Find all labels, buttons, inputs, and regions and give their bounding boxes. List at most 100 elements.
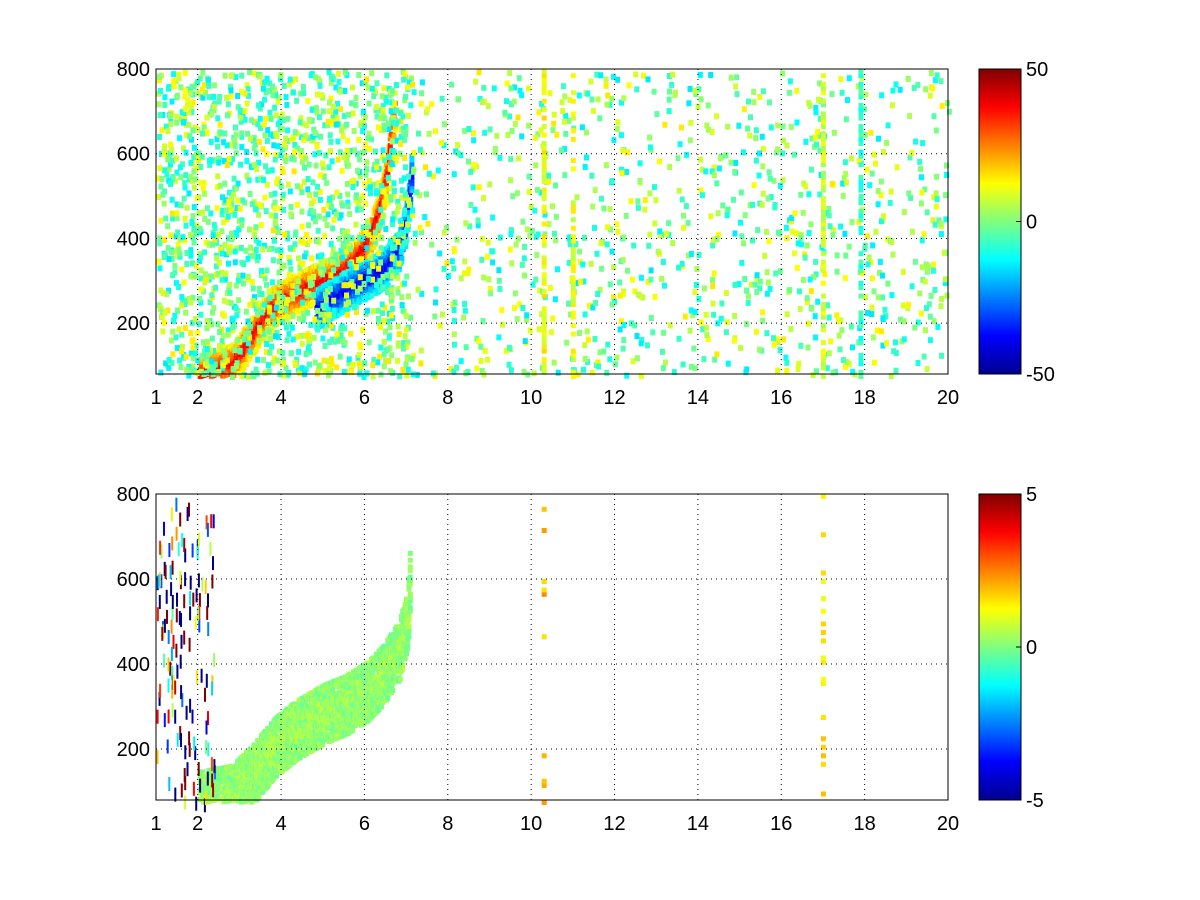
heatmap-cell bbox=[760, 88, 766, 95]
y-tick-label: 800 bbox=[117, 59, 150, 81]
heatmap-cell bbox=[195, 357, 201, 364]
heatmap-cell bbox=[361, 374, 367, 380]
heatmap-cell bbox=[168, 180, 174, 187]
heatmap-cell bbox=[631, 242, 637, 249]
heatmap-cell bbox=[315, 304, 321, 310]
heatmap-cell bbox=[350, 361, 356, 368]
heatmap-cell bbox=[461, 270, 467, 277]
heatmap-cell bbox=[365, 218, 370, 225]
heatmap-cell bbox=[237, 348, 243, 355]
heatmap-cell bbox=[855, 83, 861, 90]
heatmap-cell bbox=[282, 141, 287, 148]
heatmap-cell bbox=[780, 137, 786, 144]
heatmap-cell bbox=[745, 125, 751, 132]
heatmap-cell bbox=[757, 285, 763, 292]
heatmap-cell bbox=[233, 124, 239, 131]
heatmap-cell bbox=[939, 103, 945, 109]
heatmap-cell bbox=[166, 165, 172, 172]
heatmap-cell bbox=[820, 263, 826, 269]
heatmap-cell bbox=[292, 241, 298, 248]
heatmap-cell bbox=[373, 229, 378, 236]
heatmap-cell bbox=[815, 298, 821, 305]
heatmap-cell bbox=[255, 300, 261, 307]
heatmap-cell bbox=[781, 336, 786, 343]
heatmap-cell bbox=[570, 115, 576, 121]
heatmap-cell bbox=[337, 235, 342, 242]
heatmap-cell bbox=[226, 286, 232, 293]
heatmap-cell bbox=[401, 340, 407, 346]
heatmap-cell bbox=[173, 334, 179, 341]
heatmap-cell bbox=[486, 276, 492, 283]
heatmap-cell bbox=[399, 229, 405, 236]
heatmap-cell bbox=[657, 158, 662, 165]
heatmap-cell bbox=[633, 71, 639, 78]
heatmap-cell bbox=[638, 373, 644, 380]
heatmap-cell bbox=[334, 115, 340, 122]
heatmap-cell bbox=[189, 260, 195, 267]
heatmap-cell bbox=[888, 188, 894, 195]
heatmap-cell bbox=[339, 167, 345, 174]
heatmap-cell bbox=[325, 122, 331, 129]
heatmap-cell bbox=[938, 220, 944, 227]
heatmap-cell bbox=[626, 82, 632, 89]
heatmap-cell bbox=[680, 361, 686, 368]
heatmap-cell bbox=[362, 360, 368, 367]
heatmap-cell bbox=[560, 108, 566, 114]
heatmap-cell bbox=[391, 119, 397, 126]
heatmap-cell bbox=[652, 293, 658, 300]
heatmap-cell bbox=[821, 101, 826, 108]
heatmap-cell bbox=[452, 317, 457, 324]
heatmap-cell bbox=[235, 104, 241, 111]
heatmap-cell bbox=[200, 209, 206, 216]
heatmap-cell bbox=[310, 133, 316, 140]
heatmap-cell bbox=[933, 190, 939, 197]
heatmap-cell bbox=[504, 98, 509, 105]
heatmap-cell bbox=[634, 355, 640, 362]
heatmap-cell bbox=[804, 299, 810, 305]
heatmap-cell bbox=[570, 302, 576, 307]
heatmap-cell bbox=[767, 99, 772, 106]
heatmap-cell bbox=[375, 124, 381, 131]
heatmap-cell bbox=[294, 145, 300, 152]
heatmap-cell bbox=[200, 94, 206, 101]
heatmap-cell bbox=[329, 336, 335, 343]
heatmap-cell bbox=[182, 301, 188, 308]
heatmap-cell bbox=[555, 369, 561, 376]
heatmap-cell bbox=[304, 232, 310, 239]
heatmap-cell bbox=[873, 228, 879, 235]
heatmap-cell bbox=[439, 139, 444, 146]
heatmap-cell bbox=[258, 222, 264, 228]
heatmap-cell bbox=[329, 204, 334, 211]
heatmap-cell bbox=[299, 340, 305, 347]
heatmap-cell bbox=[406, 210, 412, 216]
heatmap-cell bbox=[306, 117, 312, 123]
heatmap-cell bbox=[698, 319, 704, 326]
heatmap-cell bbox=[393, 120, 399, 127]
heatmap-cell bbox=[831, 227, 836, 234]
heatmap-cell bbox=[698, 156, 704, 163]
heatmap-cell bbox=[566, 259, 572, 266]
heatmap-cell bbox=[354, 151, 360, 158]
heatmap-cell bbox=[541, 323, 547, 329]
heatmap-cell bbox=[409, 174, 415, 180]
heatmap-cell bbox=[215, 270, 221, 277]
heatmap-cell bbox=[186, 295, 192, 302]
heatmap-cell bbox=[933, 127, 939, 134]
heatmap-cell bbox=[418, 100, 424, 107]
heatmap-cell bbox=[609, 178, 615, 184]
heatmap-cell bbox=[767, 285, 773, 292]
heatmap-cell bbox=[201, 180, 207, 187]
heatmap-cell bbox=[300, 296, 306, 302]
heatmap-cell bbox=[877, 259, 883, 265]
heatmap-cell bbox=[190, 213, 196, 220]
heatmap-cell bbox=[282, 144, 288, 151]
heatmap-cell bbox=[378, 259, 384, 266]
heatmap-cell bbox=[913, 138, 919, 145]
heatmap-cell bbox=[858, 251, 864, 257]
heatmap-cell bbox=[692, 309, 698, 316]
heatmap-cell bbox=[368, 190, 373, 197]
heatmap-cell bbox=[567, 241, 573, 248]
heatmap-cell bbox=[858, 183, 864, 189]
heatmap-cell bbox=[815, 128, 821, 135]
heatmap-cell bbox=[784, 368, 790, 374]
